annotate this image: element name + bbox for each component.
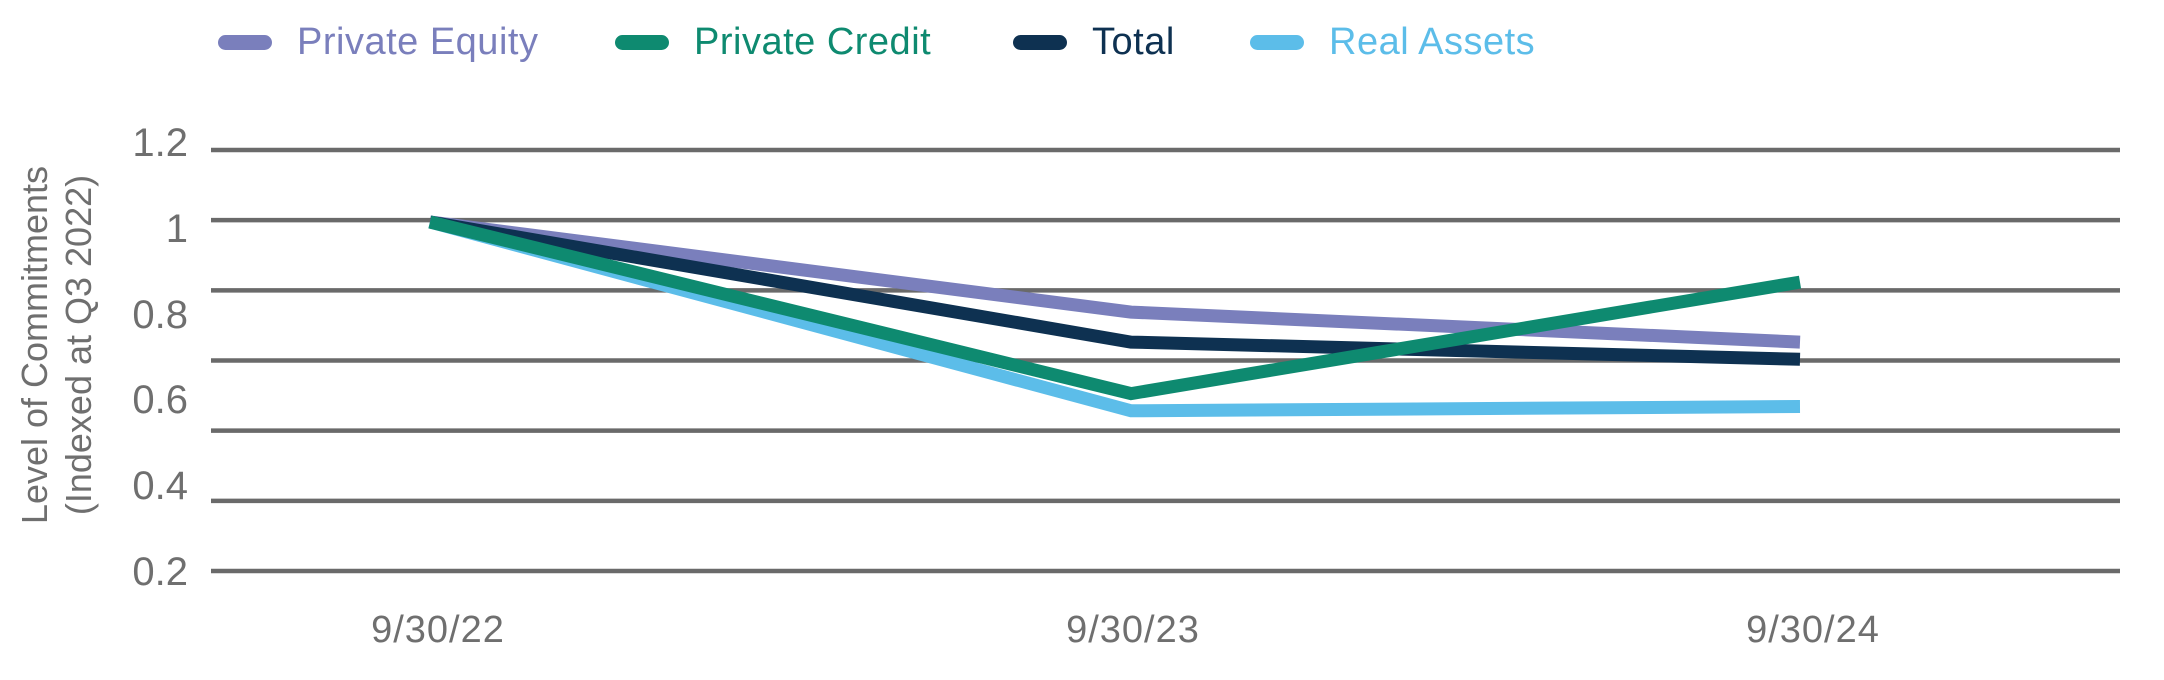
series-line-private-equity (429, 215, 1801, 349)
legend-label-total: Total (1092, 20, 1175, 63)
legend-swatch-private-credit (615, 34, 669, 50)
legend-label-real-assets: Real Assets (1329, 20, 1536, 63)
legend-item-real-assets: Real Assets (1250, 20, 1536, 63)
chart-legend: Private Equity Private Credit Total Real As… (0, 0, 2164, 70)
x-tick-label-9-30-23: 9/30/23 (1066, 609, 1200, 651)
y-tick-label-0.2: 0.2 (132, 550, 188, 594)
x-tick-label-9-30-22: 9/30/22 (371, 609, 505, 651)
series-line-total (428, 215, 1801, 366)
legend-item-total: Total (1013, 20, 1175, 63)
x-tick-label-9-30-24: 9/30/24 (1746, 609, 1880, 651)
series-lines (428, 215, 1802, 418)
y-tick-label-0.8: 0.8 (132, 292, 188, 337)
y-tick-label-1.2: 1.2 (132, 121, 188, 165)
series-line-private-credit (428, 215, 1802, 401)
y-tick-label-1: 1 (165, 206, 188, 251)
legend-label-private-equity: Private Equity (297, 20, 539, 63)
gridlines (211, 147, 2120, 574)
legend-swatch-real-assets (1250, 34, 1304, 50)
legend-label-private-credit: Private Credit (694, 20, 932, 63)
legend-swatch-private-equity (218, 34, 272, 50)
legend-item-private-equity: Private Equity (218, 20, 539, 63)
y-tick-label-0.4: 0.4 (132, 464, 188, 509)
legend-item-private-credit: Private Credit (615, 20, 932, 63)
legend-swatch-total (1013, 34, 1067, 50)
y-tick-label-0.6: 0.6 (132, 378, 188, 423)
